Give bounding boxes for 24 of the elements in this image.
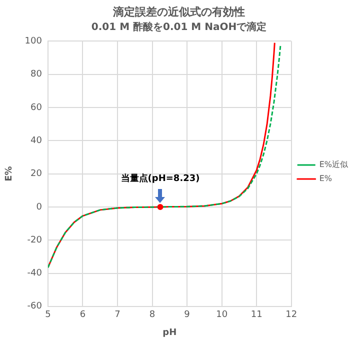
y-axis-title: E% (4, 166, 15, 182)
y-tick-label: 0 (36, 202, 42, 212)
legend-label: E%近似 (319, 160, 349, 170)
chart-title: 滴定誤差の近似式の有効性 (112, 5, 245, 18)
x-axis-title: pH (162, 328, 177, 338)
y-tick-label: 80 (30, 70, 42, 80)
x-tick-label: 12 (286, 310, 298, 320)
y-tick-label: 20 (30, 169, 42, 180)
y-tick-label: 60 (30, 102, 42, 113)
y-tick-label: 100 (24, 36, 42, 47)
x-tick-label: 6 (80, 310, 86, 320)
x-tick-label: 11 (250, 310, 262, 320)
x-tick-label: 10 (216, 310, 228, 320)
x-tick-label: 5 (45, 310, 51, 320)
y-tick-label: -60 (27, 302, 42, 312)
x-tick-label: 9 (184, 310, 190, 320)
y-tick-label: -40 (27, 268, 42, 279)
annotation: 当量点(pH=8.23) (120, 172, 200, 184)
y-tick-label: 40 (30, 136, 42, 146)
legend-label: E% (319, 174, 332, 184)
x-tick-label: 8 (149, 310, 156, 320)
chart-subtitle: 0.01 M 酢酸を0.01 M NaOHで滴定 (91, 20, 267, 33)
x-tick-label: 7 (114, 310, 120, 320)
y-tick-label: -20 (27, 235, 42, 246)
